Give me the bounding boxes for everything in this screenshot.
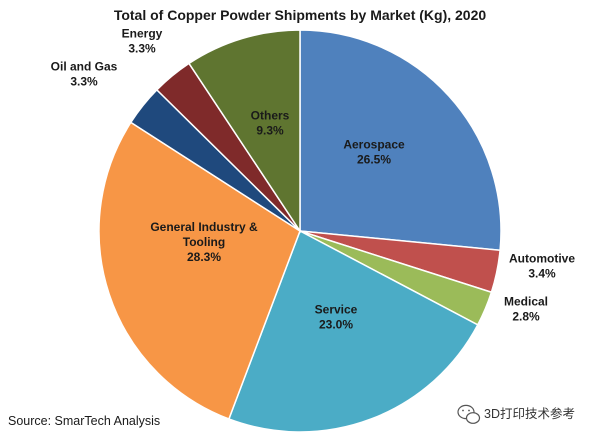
pie-slice-others (187, 29, 301, 234)
wechat-icon (457, 404, 481, 424)
pie-slices (98, 29, 502, 433)
slice-label-general-industry-tooling: General Industry & Tooling 28.3% (150, 220, 258, 264)
pie-slice-service (227, 229, 479, 433)
slice-labels: Aerospace 26.5% Automotive 3.4% Medical 2.8% S… (51, 27, 576, 332)
slice-label-oil-and-gas: Oil and Gas 3.3% (51, 60, 118, 89)
chart-title: Total of Copper Powder Shipments by Mark… (114, 7, 487, 23)
source-text: Source: SmarTech Analysis (8, 414, 160, 428)
slice-label-service: Service 23.0% (315, 303, 358, 332)
slice-label-medical: Medical 2.8% (504, 295, 548, 324)
slice-label-automotive: Automotive 3.4% (509, 252, 575, 281)
slice-label-energy: Energy 3.3% (122, 27, 163, 56)
slice-label-others: Others 9.3% (251, 109, 290, 138)
slice-label-aerospace: Aerospace 26.5% (343, 138, 405, 167)
pie-slice-aerospace (299, 29, 502, 252)
watermark-text: 3D打印技术参考 (484, 406, 575, 421)
pie-slice-general-industry-tooling (98, 121, 301, 420)
